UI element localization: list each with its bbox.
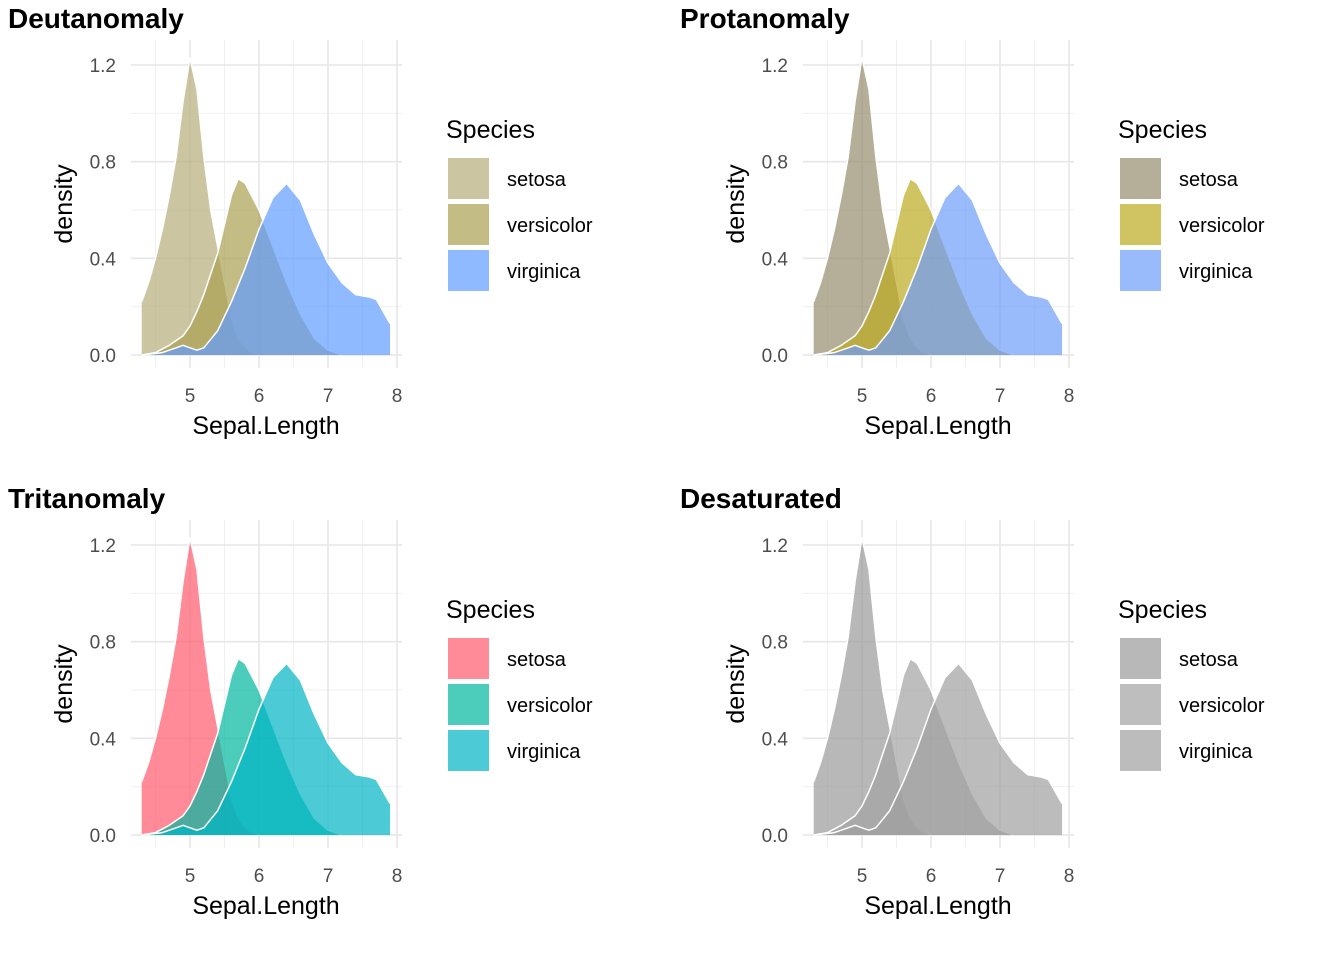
density-areas xyxy=(812,537,1063,836)
density-area-virginica xyxy=(141,183,391,355)
x-tick-label: 5 xyxy=(857,386,868,407)
y-tick-label: 0.0 xyxy=(762,826,788,847)
legend-key-setosa xyxy=(1120,158,1161,199)
density-area-virginica xyxy=(813,183,1063,355)
legend-title: Species xyxy=(1118,116,1207,144)
y-tick-label: 0.8 xyxy=(90,633,116,654)
x-tick-label: 8 xyxy=(1064,866,1075,887)
x-axis-label: Sepal.Length xyxy=(864,892,1011,920)
x-tick-label: 7 xyxy=(995,866,1006,887)
x-tick-label: 5 xyxy=(185,386,196,407)
legend-label-setosa: setosa xyxy=(507,169,567,191)
y-tick-label: 0.0 xyxy=(90,826,116,847)
legend-label-virginica: virginica xyxy=(1179,741,1253,763)
x-tick-label: 6 xyxy=(926,386,937,407)
density-areas xyxy=(140,57,391,356)
y-tick-label: 1.2 xyxy=(90,56,116,77)
y-axis-label: density xyxy=(50,644,78,724)
y-tick-label: 0.4 xyxy=(762,249,789,270)
y-tick-label: 1.2 xyxy=(762,536,788,557)
panel-title: Protanomaly xyxy=(680,3,850,34)
y-axis-label: density xyxy=(50,164,78,244)
legend-label-setosa: setosa xyxy=(507,649,567,671)
legend-label-versicolor: versicolor xyxy=(1179,215,1265,237)
legend: Species setosa versicolor virginica xyxy=(1118,116,1265,291)
density-areas xyxy=(812,57,1063,356)
y-axis-label: density xyxy=(722,644,750,724)
density-area-setosa xyxy=(813,57,931,356)
y-tick-label: 0.4 xyxy=(762,729,789,750)
chart-panel-3: 0.0 0.4 0.8 1.2 5 6 7 8 Sepal.Length density Trita… xyxy=(8,483,593,920)
x-tick-label: 5 xyxy=(185,866,196,887)
x-tick-label: 7 xyxy=(995,386,1006,407)
x-tick-label: 6 xyxy=(926,866,937,887)
panel-title: Deutanomaly xyxy=(8,3,184,34)
legend-key-setosa xyxy=(1120,638,1161,679)
legend-key-virginica xyxy=(448,730,489,771)
legend-label-virginica: virginica xyxy=(507,261,581,283)
density-areas xyxy=(140,537,391,836)
legend-label-versicolor: versicolor xyxy=(507,215,593,237)
legend-key-versicolor xyxy=(1120,684,1161,725)
legend: Species setosa versicolor virginica xyxy=(446,116,593,291)
y-tick-label: 0.0 xyxy=(90,346,116,367)
legend-key-virginica xyxy=(1120,730,1161,771)
density-area-virginica xyxy=(813,663,1063,835)
x-axis-label: Sepal.Length xyxy=(864,412,1011,440)
legend-label-versicolor: versicolor xyxy=(1179,695,1265,717)
legend-label-virginica: virginica xyxy=(507,741,581,763)
legend-label-setosa: setosa xyxy=(1179,649,1239,671)
x-axis-label: Sepal.Length xyxy=(192,412,339,440)
legend-key-versicolor xyxy=(1120,204,1161,245)
legend: Species setosa versicolor virginica xyxy=(1118,596,1265,771)
x-tick-label: 7 xyxy=(323,386,334,407)
x-axis-label: Sepal.Length xyxy=(192,892,339,920)
density-outline-virginica xyxy=(141,662,391,836)
density-area-setosa xyxy=(141,537,259,835)
y-tick-label: 1.2 xyxy=(90,536,116,557)
x-tick-label: 6 xyxy=(254,386,265,407)
density-area-setosa xyxy=(141,57,259,356)
x-tick-label: 8 xyxy=(1064,386,1075,407)
y-tick-label: 0.4 xyxy=(90,249,117,270)
legend-key-setosa xyxy=(448,158,489,199)
y-tick-label: 0.4 xyxy=(90,729,117,750)
density-area-setosa xyxy=(813,537,931,835)
chart-panel-2: 0.0 0.4 0.8 1.2 5 6 7 8 Sepal.Length density Prota… xyxy=(680,3,1265,440)
panel-title: Desaturated xyxy=(680,483,842,514)
y-tick-label: 0.0 xyxy=(762,346,788,367)
density-outline-virginica xyxy=(813,662,1063,836)
legend-label-versicolor: versicolor xyxy=(507,695,593,717)
x-tick-label: 5 xyxy=(857,866,868,887)
density-area-virginica xyxy=(141,663,391,835)
legend-title: Species xyxy=(446,596,535,624)
x-tick-label: 6 xyxy=(254,866,265,887)
x-tick-label: 8 xyxy=(392,386,403,407)
y-tick-label: 0.8 xyxy=(762,633,788,654)
legend-label-virginica: virginica xyxy=(1179,261,1253,283)
chart-panel-1: 0.0 0.4 0.8 1.2 5 6 7 8 Sepal.Length density Deuta… xyxy=(8,3,593,440)
legend-key-virginica xyxy=(448,250,489,291)
density-outline-virginica xyxy=(141,182,391,356)
y-axis-label: density xyxy=(722,164,750,244)
density-outline-virginica xyxy=(813,182,1063,356)
y-tick-label: 1.2 xyxy=(762,56,788,77)
panel-title: Tritanomaly xyxy=(8,483,166,514)
legend-key-setosa xyxy=(448,638,489,679)
x-tick-label: 8 xyxy=(392,866,403,887)
y-tick-label: 0.8 xyxy=(762,153,788,174)
x-tick-label: 7 xyxy=(323,866,334,887)
legend: Species setosa versicolor virginica xyxy=(446,596,593,771)
legend-title: Species xyxy=(1118,596,1207,624)
legend-key-virginica xyxy=(1120,250,1161,291)
legend-label-setosa: setosa xyxy=(1179,169,1239,191)
chart-panel-4: 0.0 0.4 0.8 1.2 5 6 7 8 Sepal.Length density Desat… xyxy=(680,483,1265,920)
legend-title: Species xyxy=(446,116,535,144)
legend-key-versicolor xyxy=(448,684,489,725)
y-tick-label: 0.8 xyxy=(90,153,116,174)
legend-key-versicolor xyxy=(448,204,489,245)
